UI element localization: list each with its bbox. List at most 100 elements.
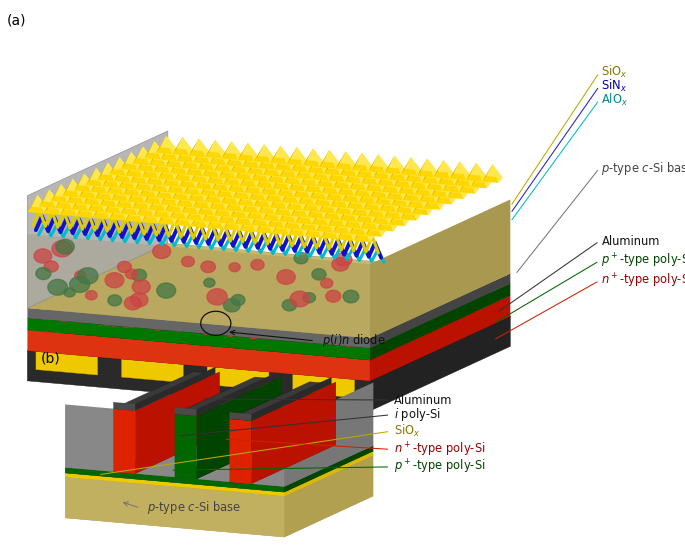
Polygon shape (388, 156, 405, 169)
Polygon shape (204, 178, 221, 191)
Polygon shape (398, 176, 414, 195)
Polygon shape (141, 198, 158, 212)
Polygon shape (219, 192, 229, 210)
Polygon shape (95, 181, 112, 200)
Polygon shape (361, 167, 377, 185)
Polygon shape (256, 215, 272, 233)
Polygon shape (371, 180, 380, 197)
Polygon shape (466, 163, 476, 180)
Polygon shape (98, 194, 108, 213)
Polygon shape (43, 190, 60, 203)
Polygon shape (27, 351, 370, 411)
Polygon shape (349, 172, 360, 189)
Polygon shape (175, 438, 281, 479)
Polygon shape (73, 179, 83, 197)
Polygon shape (217, 210, 227, 229)
Polygon shape (343, 215, 353, 234)
Polygon shape (393, 207, 409, 221)
Polygon shape (288, 211, 304, 224)
Polygon shape (337, 222, 353, 241)
Polygon shape (410, 164, 425, 177)
Polygon shape (167, 175, 177, 192)
Polygon shape (71, 186, 88, 199)
Polygon shape (273, 158, 284, 176)
Polygon shape (324, 157, 340, 175)
Polygon shape (364, 224, 374, 242)
Polygon shape (272, 216, 282, 233)
Polygon shape (324, 157, 334, 174)
Polygon shape (377, 206, 393, 219)
Polygon shape (158, 162, 169, 179)
Polygon shape (438, 160, 453, 173)
Polygon shape (377, 213, 387, 230)
Polygon shape (369, 185, 379, 204)
Polygon shape (186, 157, 203, 176)
Polygon shape (27, 195, 44, 214)
Polygon shape (373, 161, 389, 180)
Polygon shape (110, 157, 125, 176)
Polygon shape (211, 210, 227, 224)
Polygon shape (175, 194, 186, 213)
Polygon shape (312, 162, 328, 181)
Polygon shape (182, 196, 197, 214)
Polygon shape (116, 190, 132, 208)
Polygon shape (231, 155, 247, 174)
Polygon shape (406, 164, 422, 182)
Polygon shape (65, 473, 284, 496)
Polygon shape (137, 198, 153, 216)
Polygon shape (417, 158, 434, 177)
Polygon shape (99, 181, 116, 195)
Polygon shape (362, 198, 372, 216)
Polygon shape (350, 158, 360, 177)
Polygon shape (340, 158, 356, 177)
Polygon shape (431, 179, 447, 198)
Text: $p$-type $c$-Si base: $p$-type $c$-Si base (601, 159, 685, 177)
Polygon shape (189, 139, 205, 157)
Polygon shape (438, 167, 448, 184)
Polygon shape (249, 182, 259, 199)
Polygon shape (393, 163, 410, 176)
Polygon shape (164, 187, 181, 201)
Polygon shape (305, 174, 315, 192)
Polygon shape (239, 207, 256, 220)
Polygon shape (247, 201, 257, 219)
Polygon shape (292, 339, 432, 380)
Polygon shape (398, 169, 414, 182)
Polygon shape (175, 408, 197, 416)
Polygon shape (296, 161, 312, 179)
Polygon shape (65, 426, 373, 487)
Polygon shape (299, 206, 316, 219)
Polygon shape (234, 212, 243, 231)
Polygon shape (100, 189, 116, 207)
Polygon shape (133, 146, 143, 163)
Polygon shape (394, 169, 404, 186)
Polygon shape (245, 175, 255, 193)
Polygon shape (373, 161, 383, 178)
Polygon shape (60, 191, 76, 204)
Polygon shape (187, 144, 197, 163)
Polygon shape (225, 153, 235, 172)
Polygon shape (253, 189, 270, 208)
Polygon shape (96, 168, 106, 186)
Polygon shape (431, 179, 441, 196)
Circle shape (326, 290, 340, 302)
Polygon shape (245, 207, 256, 225)
Polygon shape (122, 359, 184, 383)
Polygon shape (174, 208, 184, 225)
Polygon shape (36, 351, 98, 375)
Polygon shape (211, 165, 227, 179)
Polygon shape (382, 175, 392, 192)
Polygon shape (108, 163, 118, 181)
Polygon shape (284, 211, 294, 228)
Polygon shape (226, 148, 242, 167)
Polygon shape (145, 141, 161, 159)
Polygon shape (242, 195, 258, 213)
Polygon shape (338, 163, 349, 182)
Polygon shape (149, 141, 165, 154)
Polygon shape (313, 149, 323, 167)
Polygon shape (209, 140, 225, 153)
Polygon shape (177, 144, 187, 161)
Polygon shape (373, 192, 384, 211)
Polygon shape (199, 171, 216, 184)
Polygon shape (240, 200, 251, 219)
